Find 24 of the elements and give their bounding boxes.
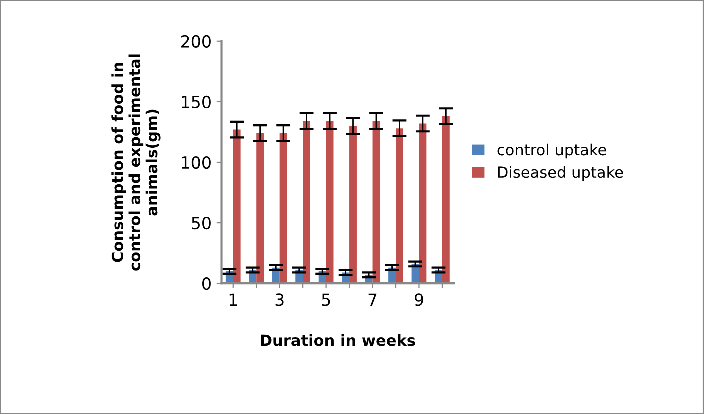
legend-label: Diseased uptake	[498, 166, 624, 182]
bar	[233, 130, 241, 284]
bar	[350, 126, 357, 284]
bar	[280, 133, 288, 284]
x-tick-label: 5	[322, 294, 330, 306]
y-axis-title: Consumption of food in control and experimental animals(gm)	[112, 54, 161, 271]
x-tick-label: 1	[230, 294, 238, 306]
legend-label: control uptake	[498, 144, 606, 159]
bar	[396, 128, 404, 284]
y-tick-label: 100	[182, 156, 211, 170]
x-tick-label: 9	[414, 294, 424, 306]
x-tick-label: 3	[276, 294, 284, 306]
bar	[303, 121, 311, 284]
y-tick-label: 0	[202, 278, 211, 290]
bar	[326, 121, 334, 284]
y-tick-label: 50	[192, 217, 211, 230]
bar	[372, 121, 380, 284]
bar	[442, 116, 450, 284]
x-axis-title: Duration in weeks	[261, 334, 416, 346]
y-tick-label: 150	[182, 96, 211, 109]
x-tick-label: 7	[368, 294, 377, 306]
y-tick-label: 200	[181, 35, 211, 48]
bar	[256, 133, 264, 284]
bar	[419, 124, 427, 284]
